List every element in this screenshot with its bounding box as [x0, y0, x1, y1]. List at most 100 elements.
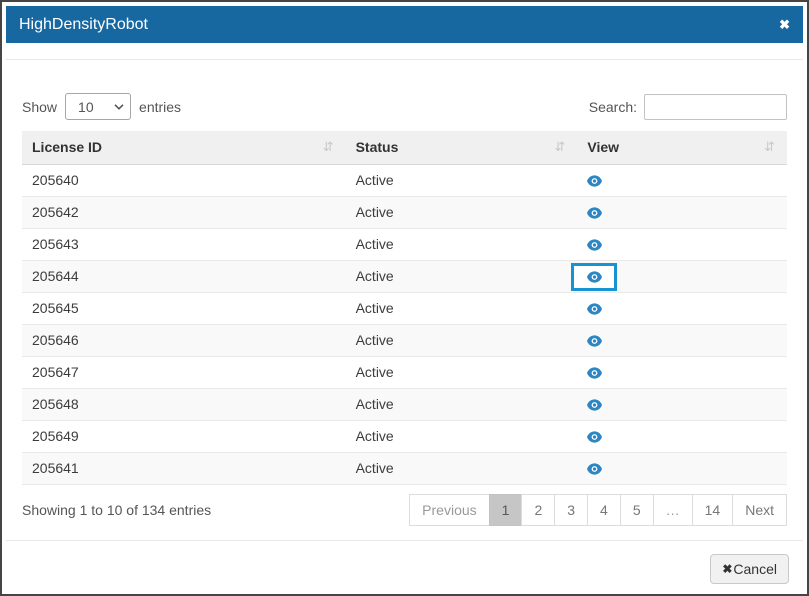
view-eye-button[interactable]: [571, 391, 617, 419]
table-controls: Show 10 entries Search:: [22, 93, 787, 120]
modal-footer: ✖ Cancel: [710, 554, 789, 584]
table-footer: Showing 1 to 10 of 134 entries Previous …: [22, 493, 787, 526]
license-id-cell: 205641: [22, 452, 346, 485]
table-row: 205648 Active: [22, 388, 787, 421]
eye-icon: [586, 367, 602, 379]
view-eye-button[interactable]: [571, 167, 617, 195]
page-button[interactable]: …: [652, 493, 693, 526]
entries-info: Showing 1 to 10 of 134 entries: [22, 501, 212, 518]
view-cell: [577, 292, 787, 325]
table-row: 205640 Active: [22, 164, 787, 197]
table-row: 205643 Active: [22, 228, 787, 261]
table-body: 205640 Active: [22, 164, 787, 485]
cancel-button[interactable]: ✖ Cancel: [710, 554, 789, 584]
status-cell: Active: [345, 292, 578, 325]
page-size-select[interactable]: 10: [65, 93, 132, 120]
eye-icon: [586, 335, 602, 347]
status-cell: Active: [345, 260, 578, 293]
table-row: 205644 Active: [22, 260, 787, 293]
table-row: 205641 Active: [22, 452, 787, 485]
status-cell: Active: [345, 164, 578, 197]
license-id-cell: 205643: [22, 228, 346, 261]
license-id-cell: 205644: [22, 260, 346, 293]
page-length-control: Show 10 entries: [22, 93, 181, 120]
eye-icon: [586, 239, 602, 251]
page-button[interactable]: 5: [619, 493, 654, 526]
footer-divider: [6, 540, 803, 541]
license-id-cell: 205640: [22, 164, 346, 197]
view-cell: [577, 196, 787, 229]
cancel-x-icon: ✖: [722, 562, 733, 576]
eye-icon: [586, 431, 602, 443]
eye-icon: [586, 207, 602, 219]
view-eye-button[interactable]: [571, 327, 617, 355]
licenses-table: License ID ⇵ Status ⇵ View ⇵: [22, 131, 787, 485]
column-header-status[interactable]: Status ⇵: [345, 131, 578, 165]
sort-icon[interactable]: ⇵: [554, 139, 566, 155]
column-header-view[interactable]: View ⇵: [577, 131, 787, 165]
table-head: License ID ⇵ Status ⇵ View ⇵: [22, 131, 787, 165]
entries-label: entries: [139, 98, 182, 115]
status-cell: Active: [345, 420, 578, 453]
modal-header: HighDensityRobot ✖: [6, 6, 803, 43]
column-header-license-id[interactable]: License ID ⇵: [22, 131, 346, 165]
table-header-row: License ID ⇵ Status ⇵ View ⇵: [22, 131, 787, 165]
header-divider: [6, 59, 803, 60]
table-row: 205649 Active: [22, 420, 787, 453]
close-icon[interactable]: ✖: [779, 17, 790, 32]
license-id-cell: 205645: [22, 292, 346, 325]
page-button[interactable]: 4: [587, 493, 621, 526]
view-cell: [577, 324, 787, 357]
license-id-cell: 205647: [22, 356, 346, 389]
eye-icon: [586, 463, 602, 475]
view-eye-button[interactable]: [571, 455, 617, 483]
table-row: 205642 Active: [22, 196, 787, 229]
view-cell: [577, 420, 787, 453]
view-cell: [577, 388, 787, 421]
view-eye-button[interactable]: [571, 199, 617, 227]
sort-icon[interactable]: ⇵: [322, 139, 334, 155]
search-input[interactable]: [644, 93, 787, 120]
modal-body: Show 10 entries Search: Li: [6, 93, 803, 526]
view-eye-button[interactable]: [571, 295, 617, 323]
page-button[interactable]: 2: [521, 493, 556, 526]
license-id-cell: 205646: [22, 324, 346, 357]
view-eye-button[interactable]: [571, 359, 617, 387]
eye-icon: [586, 271, 602, 283]
column-label: License ID: [32, 139, 103, 156]
view-eye-button[interactable]: [571, 423, 617, 451]
page-button[interactable]: Next: [732, 493, 787, 526]
status-cell: Active: [345, 196, 578, 229]
status-cell: Active: [345, 324, 578, 357]
cancel-label: Cancel: [733, 561, 777, 577]
table-row: 205647 Active: [22, 356, 787, 389]
eye-icon: [586, 175, 602, 187]
page-button[interactable]: Previous: [409, 493, 490, 526]
column-label: View: [587, 139, 620, 156]
column-label: Status: [355, 139, 399, 156]
status-cell: Active: [345, 452, 578, 485]
search-control: Search:: [588, 93, 787, 120]
view-cell: [577, 356, 787, 389]
view-eye-button[interactable]: [571, 262, 618, 291]
status-cell: Active: [345, 388, 578, 421]
view-cell: [577, 452, 787, 485]
view-cell: [577, 228, 787, 261]
eye-icon: [586, 399, 602, 411]
status-cell: Active: [345, 228, 578, 261]
page-button[interactable]: 1: [488, 493, 523, 526]
table-row: 205645 Active: [22, 292, 787, 325]
page-button[interactable]: 3: [554, 493, 589, 526]
sort-icon[interactable]: ⇵: [764, 139, 775, 155]
modal-title: HighDensityRobot: [19, 15, 148, 33]
view-eye-button[interactable]: [571, 231, 617, 259]
view-cell: [571, 260, 787, 293]
table-row: 205646 Active: [22, 324, 787, 357]
search-label: Search:: [588, 98, 637, 115]
license-id-cell: 205648: [22, 388, 346, 421]
eye-icon: [586, 303, 602, 315]
pagination: Previous 1 2 3 4 5 … 14 Next: [409, 493, 787, 526]
view-cell: [577, 164, 787, 197]
page-button[interactable]: 14: [691, 493, 734, 526]
